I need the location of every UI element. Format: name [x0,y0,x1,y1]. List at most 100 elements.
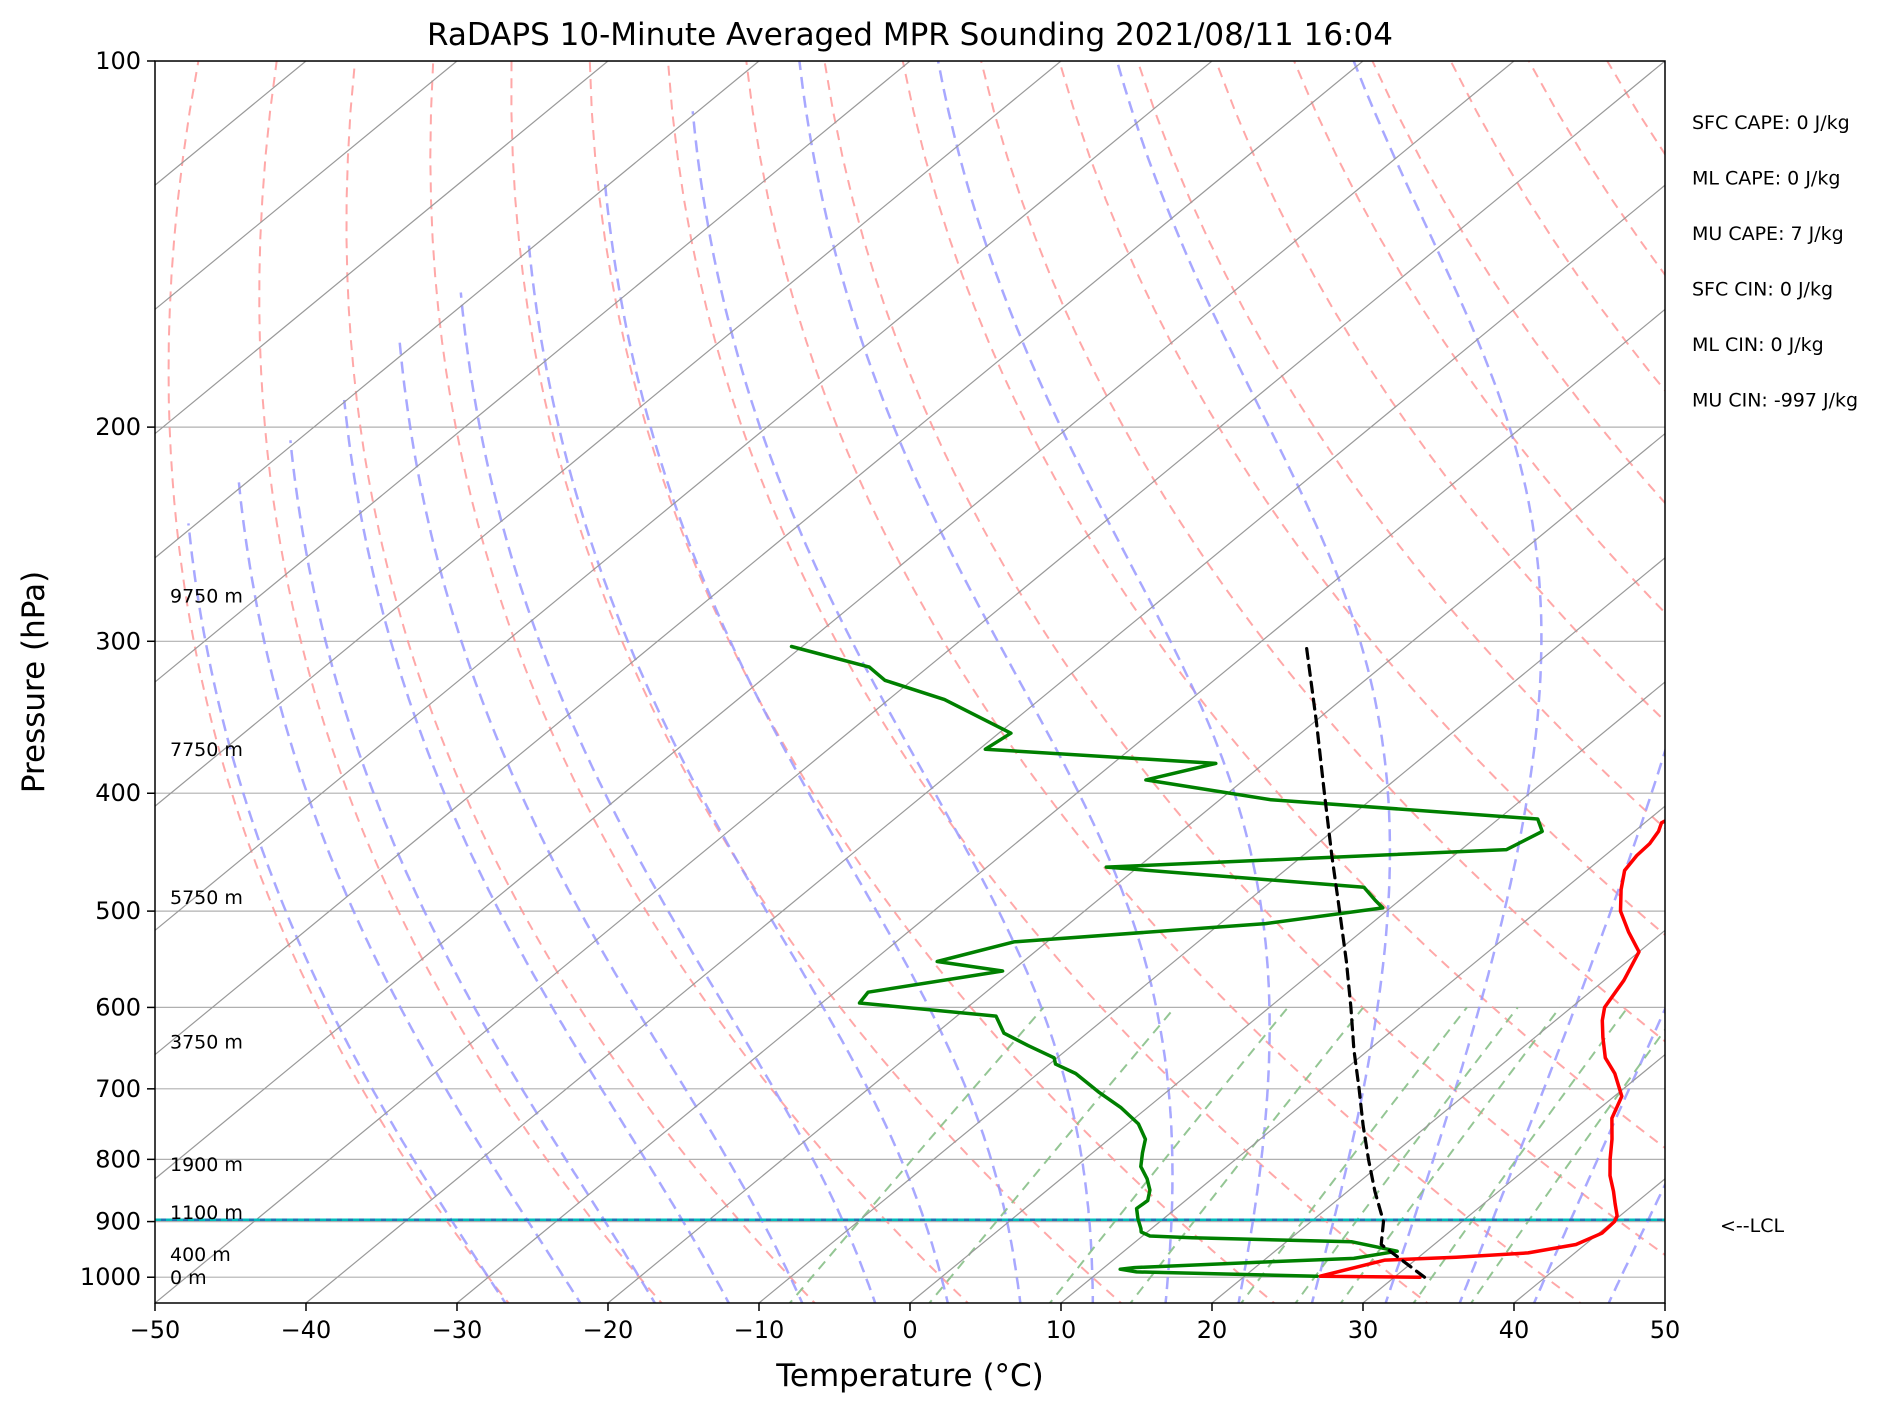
dry-adiabat [1528,61,1665,277]
y-tick-label: 400 [95,779,141,807]
isotherm-line [155,61,760,559]
plot-area [0,61,1892,1308]
isotherm-line [155,61,1665,1303]
mixing-ratio-lines [788,1006,1665,1303]
isotherm-line [607,432,1665,1303]
height-label: 7750 m [170,739,243,761]
isotherm-line [305,184,1665,1303]
x-axis-ticks: −50 −40 −30 −20 −10 0 10 20 30 40 50 [130,1303,1681,1344]
isotherm-lines [0,61,1892,1303]
moist-adiabat [936,61,1271,1303]
dry-adiabat [1136,61,1665,830]
dry-adiabat [345,61,817,1303]
moist-adiabat [187,523,507,1303]
moist-adiabat [1352,61,1543,1303]
moist-adiabat [459,292,877,1303]
mixing-ratio-line [1240,1006,1468,1303]
x-tick-label: 10 [1046,1316,1077,1344]
sounding-series [789,644,1665,1279]
isotherm-line [0,61,4,1303]
dry-adiabat [1764,61,1892,1308]
isotherm-line [1513,1178,1665,1303]
dry-adiabat [510,61,1123,1303]
dry-adiabat [167,61,510,1303]
lcl-label: <--LCL [1720,1215,1784,1237]
dewpoint-line [789,644,1544,1278]
moist-adiabat [1532,1006,1665,1303]
stability-indices: SFC CAPE: 0 J/kg ML CAPE: 0 J/kg MU CAPE: … [1692,112,1858,412]
height-label: 9750 m [170,585,243,607]
y-tick-label: 200 [95,413,141,441]
dry-adiabat [1606,61,1665,157]
y-tick-label: 500 [95,897,141,925]
y-tick-label: 700 [95,1075,141,1103]
stability-index: ML CIN: 0 J/kg [1692,334,1824,356]
dry-adiabat [1058,61,1665,937]
x-tick-label: −20 [583,1316,634,1344]
dry-adiabat [258,61,663,1303]
dry-adiabat [823,61,1665,1257]
dry-adiabat [667,61,1429,1303]
height-label: 1100 m [170,1202,243,1224]
moist-adiabat [398,341,804,1303]
chart-title: RaDAPS 10-Minute Averaged MPR Sounding 2… [427,17,1393,53]
isotherm-line [758,557,1665,1303]
isotherm-line [909,681,1665,1303]
mixing-ratio-line [1412,1006,1629,1303]
isotherm-line [155,61,911,683]
moist-adiabats [187,61,1665,1303]
isotherm-line [155,61,1515,1180]
dry-adiabat [1293,61,1665,615]
y-tick-label: 800 [95,1145,141,1173]
x-tick-label: 40 [1499,1316,1530,1344]
stability-index: SFC CIN: 0 J/kg [1692,279,1833,301]
isotherm-line [155,61,1364,1056]
stability-index: ML CAPE: 0 J/kg [1692,168,1840,190]
y-axis-label: Pressure (hPa) [16,571,52,793]
x-axis-label: Temperature (°C) [775,1358,1044,1394]
isotherm-line [1816,61,1892,1303]
mixing-ratio-line [788,1006,1045,1303]
x-tick-label: −50 [130,1316,181,1344]
moist-adiabat [691,111,1095,1303]
stability-index: SFC CAPE: 0 J/kg [1692,112,1850,134]
height-label: 0 m [170,1267,207,1289]
stability-index: MU CIN: -997 J/kg [1692,390,1858,412]
dry-adiabat [901,61,1665,1150]
height-label: 1900 m [170,1154,243,1176]
moist-adiabat [1458,61,1665,1303]
y-axis-ticks: 100 200 300 400 500 600 700 800 900 1000 [80,47,155,1291]
isobar-gridlines [155,61,1665,1278]
height-label: 5750 m [170,887,243,909]
isotherm-line [155,61,458,311]
dry-adiabat [429,61,970,1303]
mixing-ratio-line [1294,1006,1519,1303]
dry-adiabat [980,61,1665,1043]
dry-adiabat [1371,61,1665,505]
mixing-ratio-line [928,1006,1176,1303]
moist-adiabat [798,61,1174,1303]
moist-adiabat [603,178,1022,1303]
dry-adiabat [745,61,1583,1303]
x-tick-label: 0 [902,1316,917,1344]
dry-adiabat [1214,61,1665,723]
x-tick-label: 20 [1197,1316,1228,1344]
isotherm-line [155,61,1213,932]
isotherm-line [1664,1302,1665,1303]
temperature-line [1318,819,1665,1279]
moist-adiabat [342,399,731,1303]
y-tick-label: 100 [95,47,141,75]
y-tick-label: 900 [95,1208,141,1236]
dry-adiabat [588,61,1276,1303]
isotherm-line [155,61,609,435]
height-label: 3750 m [170,1031,243,1053]
x-tick-label: 50 [1650,1316,1681,1344]
x-tick-label: −30 [432,1316,483,1344]
y-tick-label: 300 [95,627,141,655]
isotherm-line [456,308,1665,1303]
mixing-ratio-line [1470,1028,1665,1303]
x-tick-label: 30 [1348,1316,1379,1344]
y-tick-label: 1000 [80,1263,141,1291]
